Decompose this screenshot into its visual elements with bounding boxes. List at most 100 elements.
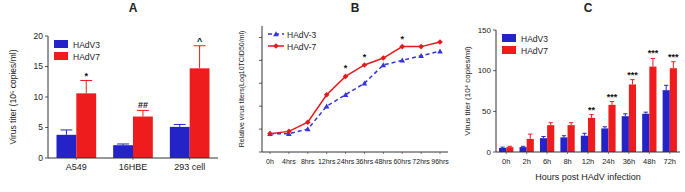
- y-tick-label: 100: [478, 66, 492, 75]
- error-bar: [194, 46, 206, 69]
- marker: [381, 62, 387, 67]
- y-tick-label: 20: [34, 31, 44, 41]
- bar: [560, 137, 567, 152]
- bar: [520, 147, 527, 152]
- marker: [418, 44, 424, 50]
- error-bar: [508, 146, 512, 148]
- error-cap: [569, 122, 573, 123]
- error-cap: [582, 133, 586, 134]
- bar: [76, 93, 96, 158]
- annotation: *: [84, 71, 88, 81]
- error-bar: [671, 62, 675, 69]
- annotation: ***: [668, 52, 679, 62]
- error-cap: [623, 113, 627, 114]
- x-tick-label: 72hrs: [412, 158, 430, 165]
- y-axis-label: Relative virus titers(Log10TCID50/ml): [238, 31, 246, 148]
- error-cap: [500, 147, 504, 148]
- error-cap: [549, 122, 553, 123]
- error-bar: [549, 123, 553, 125]
- legend-label: HAdV7: [73, 52, 100, 62]
- error-bar: [569, 123, 573, 125]
- legend-label: HAdV3: [521, 34, 548, 44]
- error-bar: [541, 137, 545, 139]
- marker: [343, 92, 349, 97]
- marker: [399, 44, 405, 50]
- x-tick-label: 8hrs: [301, 158, 315, 165]
- marker: [324, 92, 330, 98]
- error-bar: [589, 115, 593, 118]
- error-bar: [60, 130, 72, 135]
- error-bar: [603, 127, 607, 129]
- error-stem: [632, 80, 633, 85]
- marker: [267, 131, 273, 136]
- x-axis: [262, 152, 448, 153]
- y-tick-label: 10: [34, 92, 44, 102]
- marker: [418, 53, 424, 58]
- marker: [305, 126, 311, 131]
- marker: [324, 103, 330, 108]
- error-bar: [521, 146, 525, 148]
- marker: [267, 131, 273, 137]
- error-bar: [610, 102, 614, 105]
- marks: [57, 46, 210, 158]
- line: [270, 51, 440, 133]
- marker: [362, 80, 368, 85]
- error-stem: [86, 81, 87, 94]
- bar: [588, 118, 595, 152]
- x-tick-label: 12h: [582, 157, 595, 166]
- error-bar: [137, 110, 149, 116]
- error-stem: [652, 58, 653, 66]
- error-cap: [521, 146, 525, 147]
- error-bar: [623, 114, 627, 116]
- error-bar: [528, 134, 532, 139]
- x-tick-label: 4hrs: [282, 158, 296, 165]
- error-bar: [80, 81, 92, 94]
- legend-label: HAdV3: [73, 40, 100, 50]
- bar: [527, 139, 534, 152]
- x-tick-label: 8h: [563, 157, 571, 166]
- error-bar: [500, 147, 504, 149]
- x-tick-label: 48hrs: [375, 158, 393, 165]
- legend-label: HAdV-7: [287, 42, 317, 52]
- bar: [663, 90, 670, 152]
- marker: [343, 74, 349, 80]
- error-cap: [541, 136, 545, 137]
- bar: [568, 125, 575, 152]
- marker: [437, 48, 443, 53]
- legend-swatch: [502, 46, 516, 54]
- y-axis: [496, 30, 497, 152]
- x-tick-label: 12hrs: [318, 158, 336, 165]
- bar: [601, 128, 608, 152]
- error-cap: [562, 135, 566, 136]
- error-bar: [174, 124, 186, 126]
- bar: [190, 68, 210, 158]
- marks: [267, 39, 443, 136]
- marker: [286, 129, 292, 135]
- x-tick-label: 36hrs: [356, 158, 374, 165]
- annotation: **: [588, 105, 596, 115]
- error-cap: [603, 126, 607, 127]
- annotation: ***: [648, 48, 659, 58]
- marks: [499, 58, 677, 152]
- marker: [437, 39, 443, 45]
- x-tick-label: 48h: [643, 157, 656, 166]
- legend-marker: [273, 31, 279, 36]
- error-bar: [630, 80, 634, 85]
- error-cap: [117, 143, 129, 144]
- marker: [362, 62, 368, 68]
- y-tick-label: 50: [482, 107, 491, 116]
- x-tick-label: 24hrs: [337, 158, 355, 165]
- annotation: ***: [627, 70, 638, 80]
- error-stem: [142, 110, 143, 116]
- annotation: ***: [607, 92, 618, 102]
- panel-2: CVirus titer (10⁴ copies/ml)Hours post H…: [463, 1, 680, 182]
- error-bar: [644, 112, 648, 114]
- bar: [499, 148, 506, 152]
- y-tick-label: 0: [487, 148, 492, 157]
- error-stem: [530, 134, 531, 139]
- legend-marker: [273, 43, 279, 49]
- bar: [540, 138, 547, 152]
- error-cap: [508, 146, 512, 147]
- legend-label: HAdV7: [521, 46, 548, 56]
- x-axis: [496, 152, 680, 153]
